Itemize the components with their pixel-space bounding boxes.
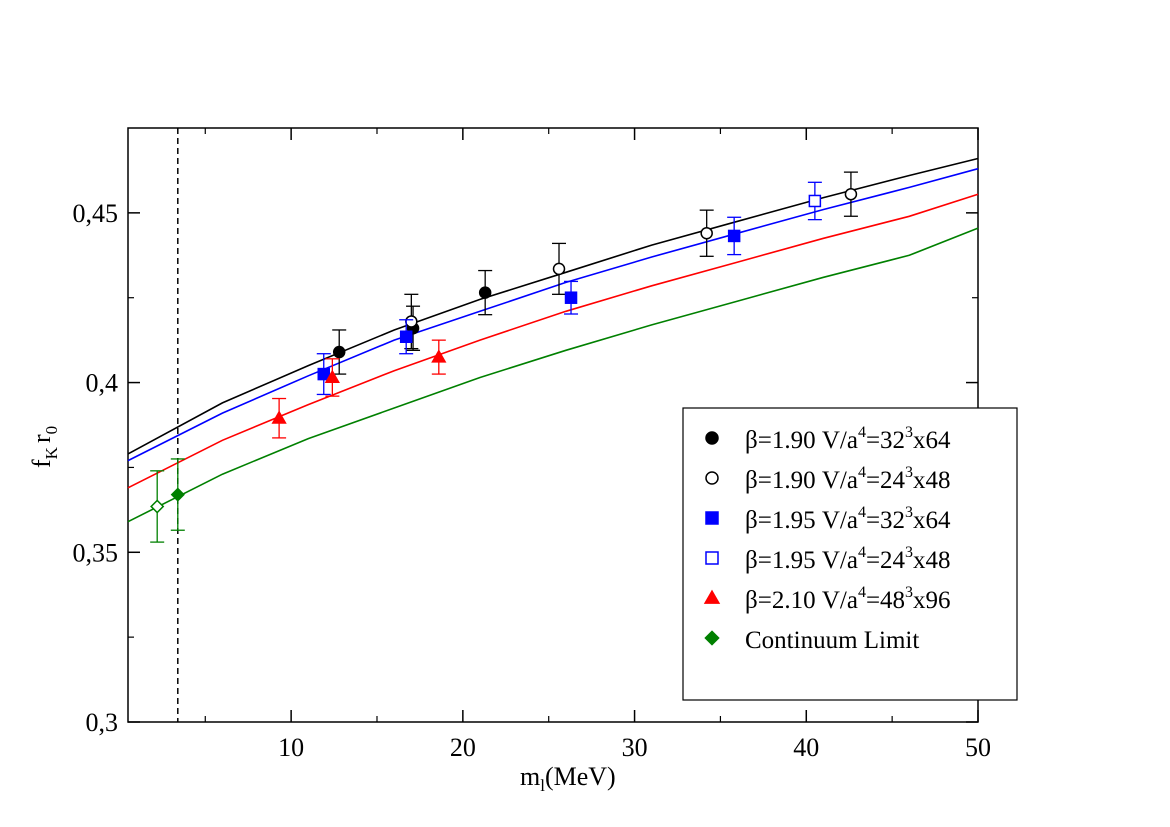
marker [844,187,858,201]
data-point-series-2-0 [316,353,331,396]
y-tick-label: 0,35 [73,538,119,567]
marker [271,410,287,424]
marker [431,349,447,363]
legend-box [682,407,1018,701]
fit-curve-series-5 [127,227,979,523]
legend-marker [703,589,721,604]
y-tick-label: 0,3 [86,708,119,737]
marker [700,226,713,240]
marker [150,499,165,514]
data-point-series-4-2 [431,339,447,375]
marker [552,262,566,276]
legend-marker [705,511,719,525]
legend-item-series-5: Continuum Limit [704,627,919,654]
y-axis-label: fKr0 [27,426,61,468]
marker [727,229,741,243]
x-tick-label: 20 [450,733,476,762]
data-point-series-1-3 [843,171,858,217]
marker [170,487,185,502]
legend-item-series-4: β=2.10 V/a4=483x96 [703,584,951,614]
marker [478,286,492,299]
legend-marker [705,551,719,565]
legend-item-series-0: β=1.90 V/a4=323x64 [705,424,951,454]
legend-item-series-1: β=1.90 V/a4=243x48 [705,464,951,494]
legend-label: β=1.90 V/a4=243x48 [745,464,951,494]
data-point-series-2-2 [564,280,579,315]
marker [808,194,822,208]
data-point-series-2-1 [399,319,414,355]
data-point-series-1-2 [699,209,714,257]
legend-label: β=1.95 V/a4=243x48 [745,544,951,574]
data-point-series-5-0 [170,458,185,531]
marker [564,291,578,304]
data-point-series-0-1 [406,305,421,351]
data-point-series-0-2 [478,269,493,316]
legend-label: β=1.95 V/a4=323x64 [745,504,951,534]
data-point-series-3-0 [807,181,822,221]
data-point-series-2-3 [727,216,742,256]
marker [332,345,346,359]
legend-item-series-2: β=1.95 V/a4=323x64 [705,504,951,534]
data-point-series-0-0 [332,329,347,375]
x-axis-label: ml(MeV) [520,762,616,795]
y-tick-label: 0,45 [73,199,119,228]
fit-curve-series-2 [127,167,979,462]
x-tick-label: 30 [622,733,648,762]
data-point-series-4-0 [271,397,287,439]
legend-marker [704,630,720,646]
data-point-series-4-1 [324,358,340,397]
data-point-series-6-0 [150,470,165,543]
x-tick-label: 40 [793,733,819,762]
marker [399,330,413,343]
legend-label: β=2.10 V/a4=483x96 [745,584,951,614]
x-tick-label: 10 [278,733,304,762]
legend-marker [705,431,719,445]
legend: β=1.90 V/a4=323x64 β=1.90 V/a4=243x48 β=1.… [682,407,1018,701]
legend-label: Continuum Limit [745,627,919,654]
legend-item-series-3: β=1.95 V/a4=243x48 [705,544,951,574]
marker [324,369,340,383]
marker [405,315,418,328]
x-tick-label: 50 [965,733,991,762]
legend-marker [705,471,719,485]
y-tick-label: 0,4 [86,369,119,398]
data-point-series-1-1 [552,242,567,295]
legend-label: β=1.90 V/a4=323x64 [745,424,951,454]
marker [317,367,331,381]
